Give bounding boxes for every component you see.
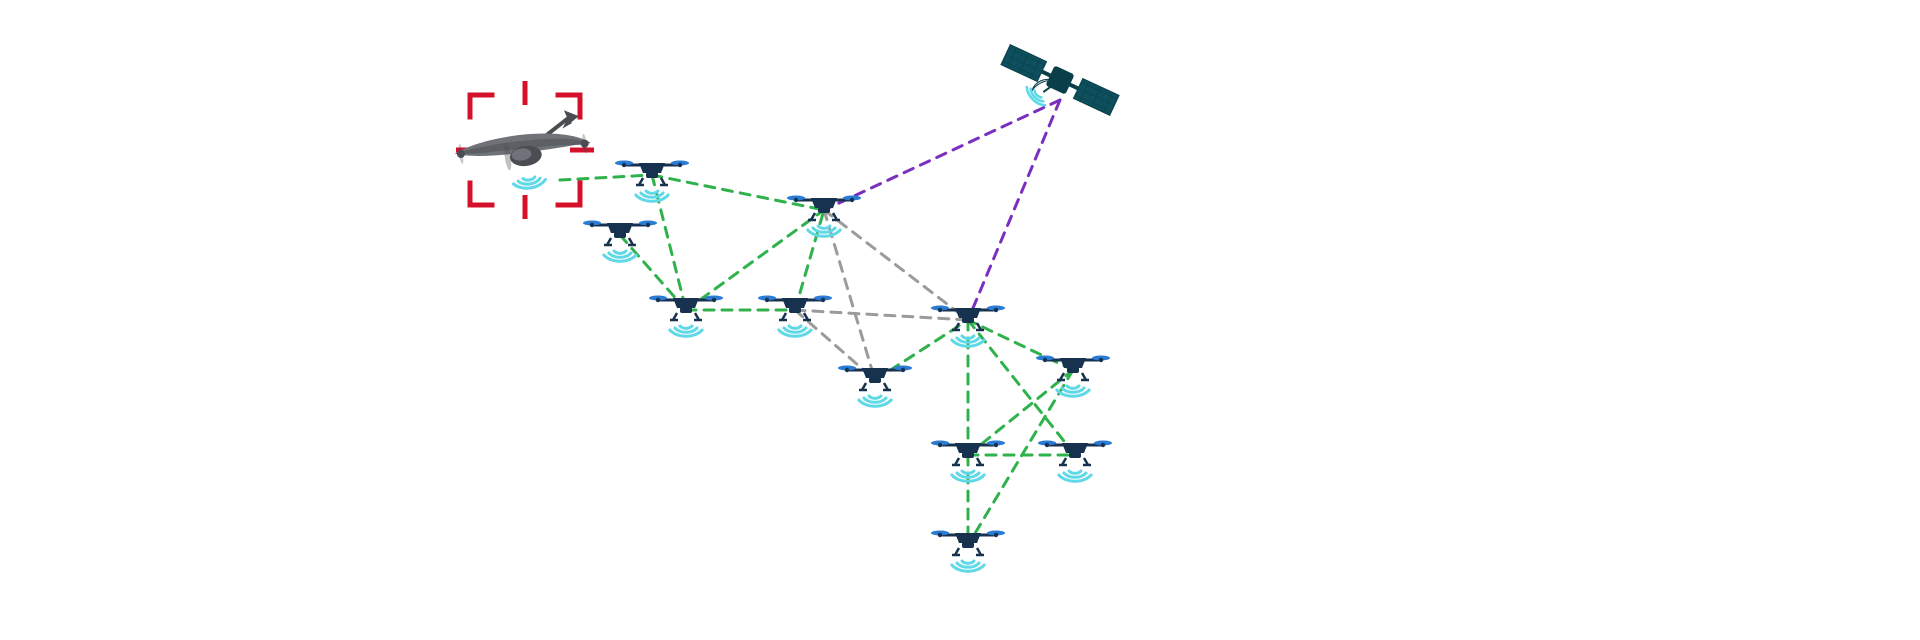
network-diagram (0, 0, 1920, 640)
link-satellite (968, 100, 1060, 320)
link-mesh (968, 320, 1073, 370)
link-lost (824, 210, 968, 320)
link-mesh (968, 370, 1073, 545)
link-mesh (795, 210, 824, 310)
drone-icon (1038, 441, 1112, 482)
drone-icon (838, 366, 912, 407)
drone-icon (1036, 356, 1110, 397)
link-mesh (686, 210, 824, 310)
drone-icon (583, 221, 657, 262)
link-mesh (560, 175, 652, 180)
link-mesh (652, 175, 824, 210)
nodes-layer (451, 45, 1119, 572)
drone-icon (758, 296, 832, 337)
links-layer (560, 100, 1075, 545)
drone-icon (649, 296, 723, 337)
link-satellite (824, 100, 1060, 210)
drone-icon (787, 196, 861, 237)
link-mesh (968, 370, 1073, 455)
drone-icon (931, 531, 1005, 572)
